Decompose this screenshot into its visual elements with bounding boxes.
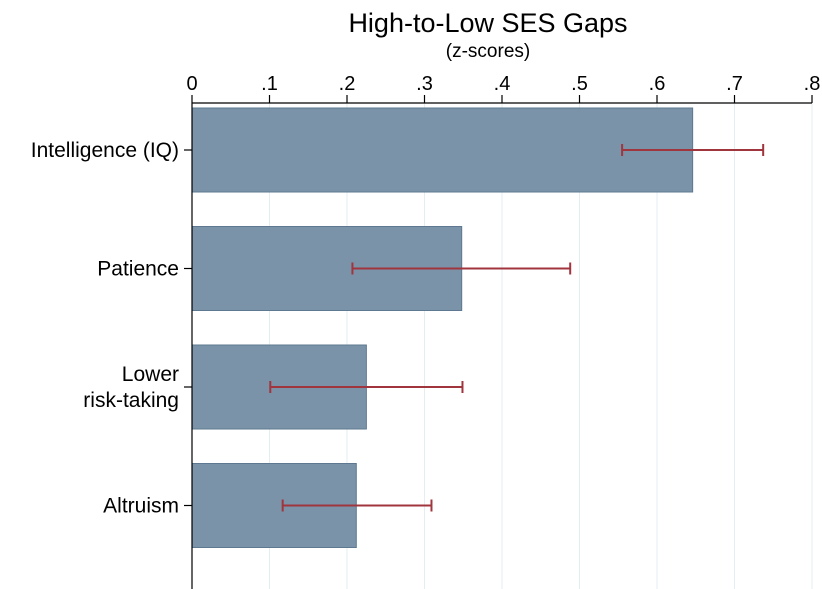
- error-bar-3: [281, 499, 433, 512]
- error-bar-1: [351, 262, 572, 275]
- axes: [184, 95, 813, 589]
- x-tick-label: .4: [494, 73, 511, 95]
- x-tick-label: .5: [571, 73, 588, 95]
- category-label-line: Altruism: [103, 495, 179, 518]
- bar-0: [191, 107, 694, 193]
- x-tick-label: .8: [804, 73, 821, 95]
- x-tick-label: .1: [261, 73, 278, 95]
- error-bar-2: [269, 381, 464, 393]
- error-bars: [269, 144, 765, 512]
- category-label: Intelligence (IQ): [31, 139, 179, 162]
- category-label-line: risk-taking: [83, 389, 179, 412]
- category-label: Altruism: [103, 495, 179, 518]
- error-bar-0: [621, 144, 765, 156]
- chart-title: High-to-Low SES Gaps: [348, 8, 627, 38]
- x-tick-label: .6: [649, 73, 666, 95]
- category-label: Patience: [97, 258, 179, 281]
- category-label-line: Patience: [97, 258, 179, 281]
- category-label-line: Intelligence (IQ): [31, 139, 179, 162]
- category-label-line: Lower: [122, 363, 179, 386]
- chart-subtitle: (z-scores): [446, 41, 530, 62]
- x-tick-label: .2: [339, 73, 356, 95]
- x-tick-label: 0: [186, 73, 197, 95]
- x-tick-label: .3: [416, 73, 433, 95]
- bars: [191, 107, 694, 548]
- labels: Intelligence (IQ) Patience Lower risk-takin…: [31, 73, 821, 518]
- category-label: Lower risk-taking: [83, 363, 179, 412]
- x-tick-label: .7: [726, 73, 743, 95]
